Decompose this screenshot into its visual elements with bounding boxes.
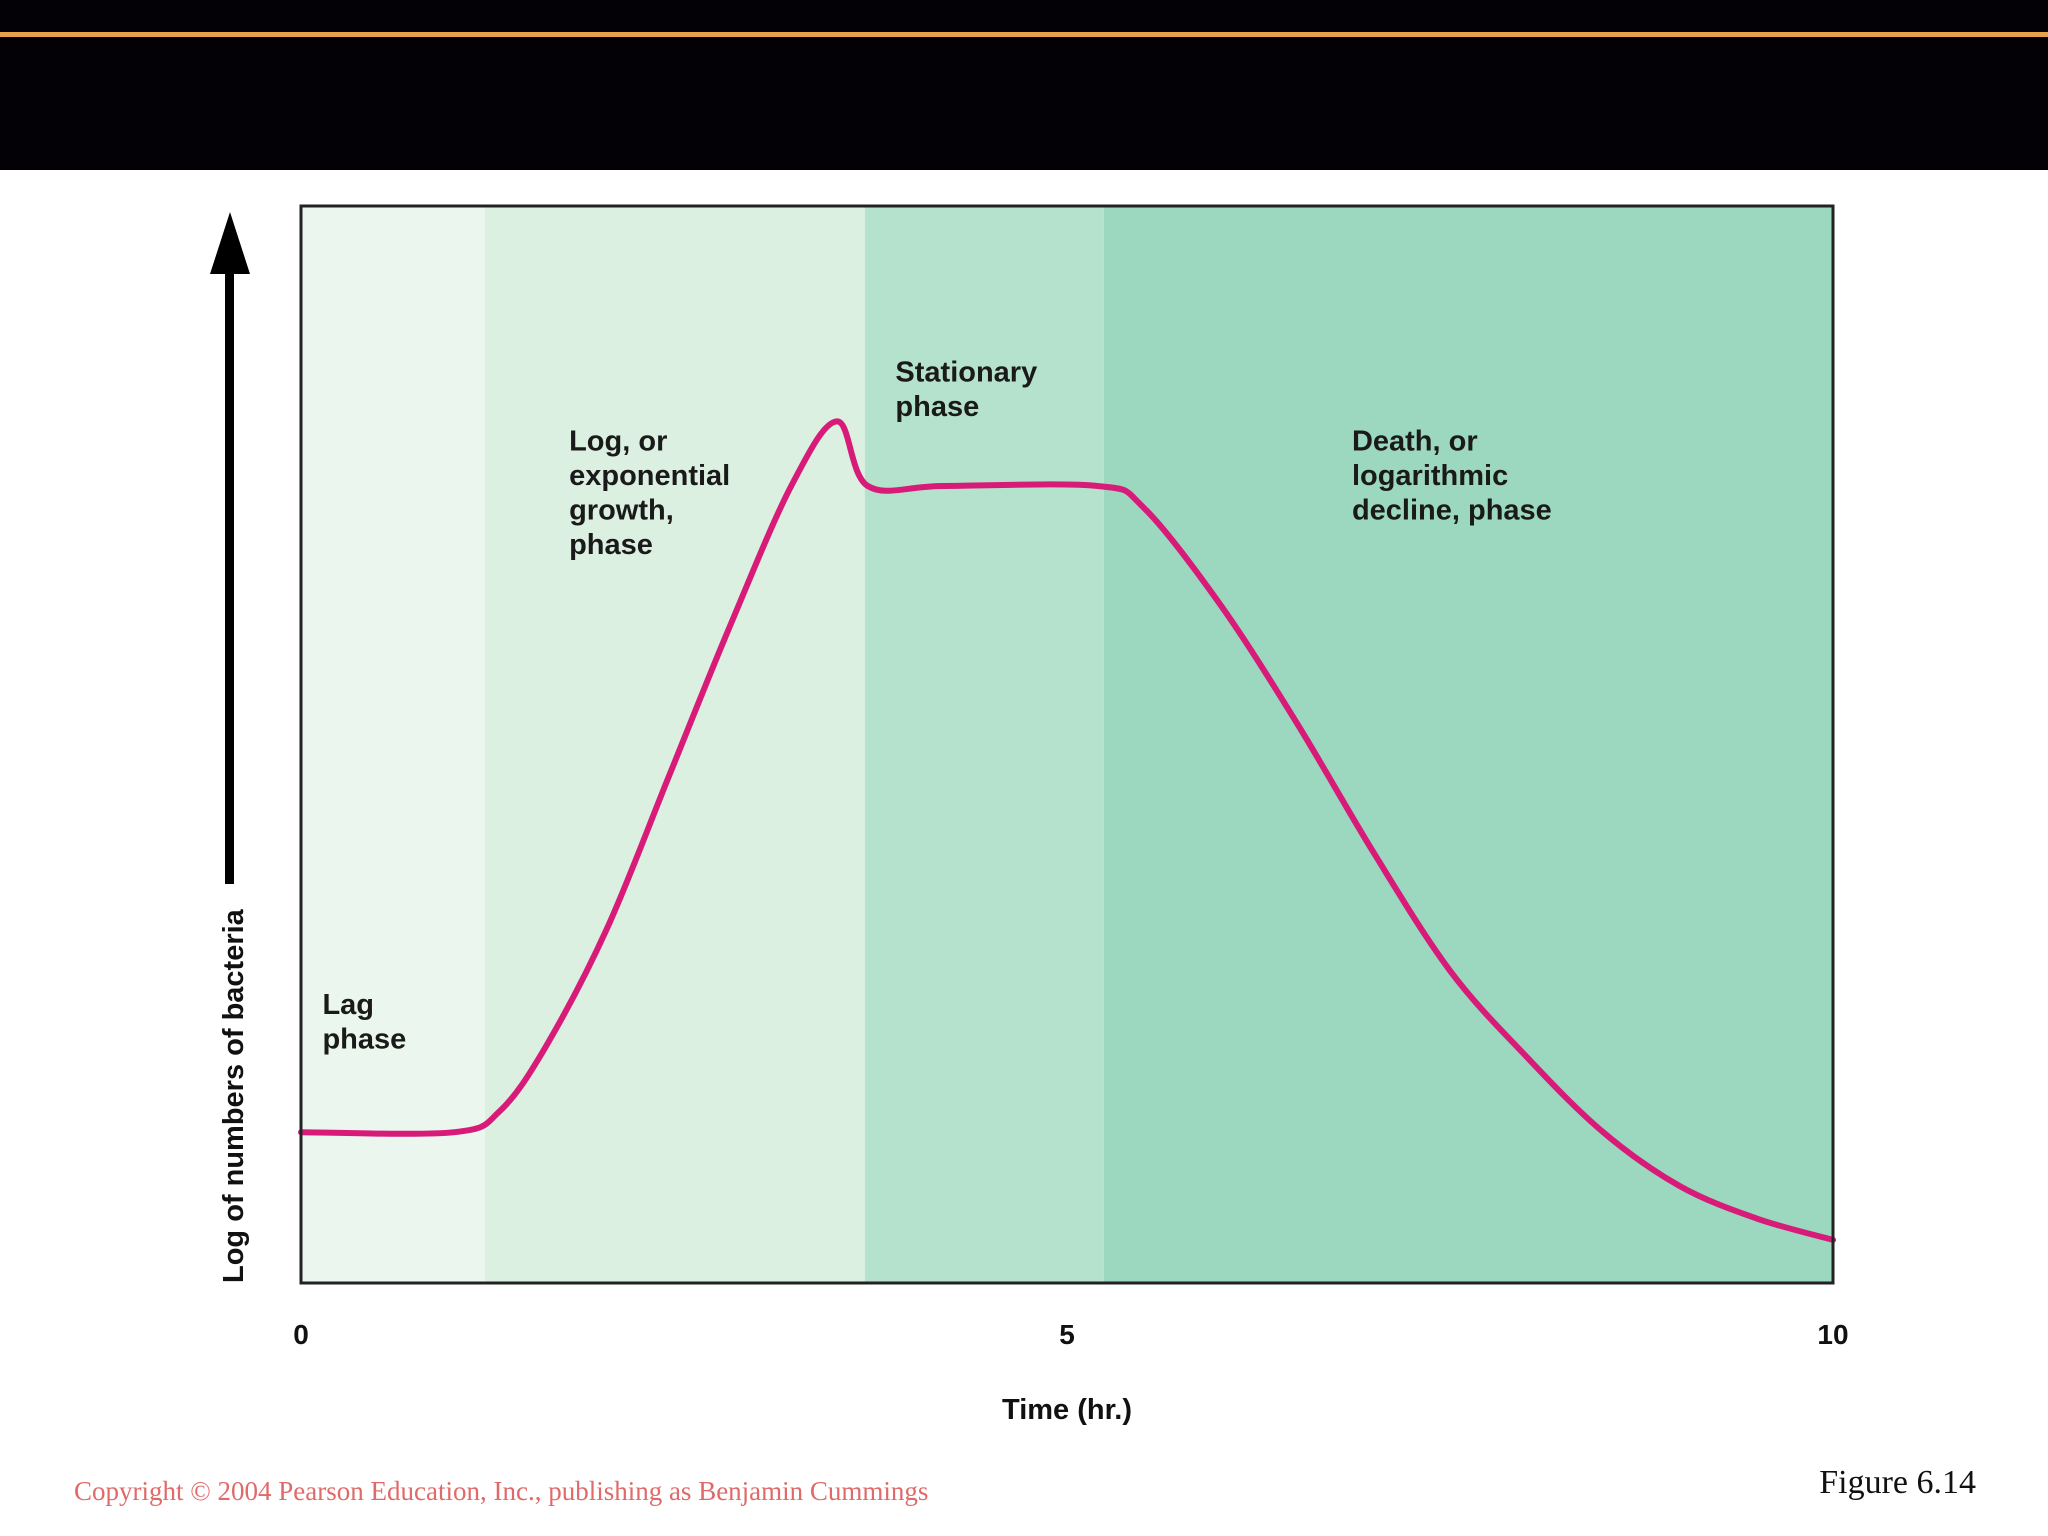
figure-number: Figure 6.14 (1819, 1464, 1976, 1501)
header-stripe (0, 32, 2048, 37)
log-phase-band (484, 206, 865, 1283)
curve-layer (298, 418, 1836, 1243)
plot-frame (299, 204, 1835, 1285)
y-axis-arrow-shaft (225, 262, 234, 884)
log-phase-label-line: exponential (569, 460, 730, 492)
y-axis-arrow-head (210, 212, 250, 274)
header-band (0, 0, 2048, 170)
death-phase-label-line: Death, or (1352, 425, 1478, 457)
lag-phase-label-line: phase (322, 1023, 406, 1055)
x-tick-label: 5 (1059, 1319, 1075, 1350)
death-phase-label-line: decline, phase (1352, 494, 1552, 526)
growth-curve-line (298, 418, 1836, 1243)
log-phase-label-line: growth, (569, 494, 674, 526)
y-axis-arrow (210, 212, 250, 884)
death-phase-label: Death, or logarithmic decline, phase (1352, 425, 1552, 526)
stationary-phase-label-line: phase (895, 391, 979, 423)
stationary-phase-label-line: Stationary (895, 357, 1037, 389)
lag-phase-band (301, 206, 485, 1283)
y-axis-title: Log of numbers of bacteria (218, 908, 250, 1283)
x-axis-title: Time (hr.) (1002, 1394, 1132, 1426)
stationary-phase-label: Stationary phase (895, 357, 1037, 424)
x-tick-label: 0 (293, 1319, 309, 1350)
copyright-notice: Copyright © 2004 Pearson Education, Inc.… (74, 1476, 929, 1506)
log-phase-label: Log, or exponential growth, phase (569, 425, 730, 561)
death-phase-label-line: logarithmic (1352, 460, 1508, 492)
x-tick-labels: 0 5 10 (293, 1319, 1848, 1350)
phase-bands (301, 206, 1833, 1283)
stationary-phase-band (864, 206, 1104, 1283)
lag-phase-label-line: Lag (322, 989, 374, 1021)
death-phase-band (1103, 206, 1833, 1283)
x-tick-label: 10 (1817, 1319, 1848, 1350)
log-phase-label-line: phase (569, 529, 653, 561)
lag-phase-label: Lag phase (322, 989, 406, 1056)
log-phase-label-line: Log, or (569, 425, 667, 457)
